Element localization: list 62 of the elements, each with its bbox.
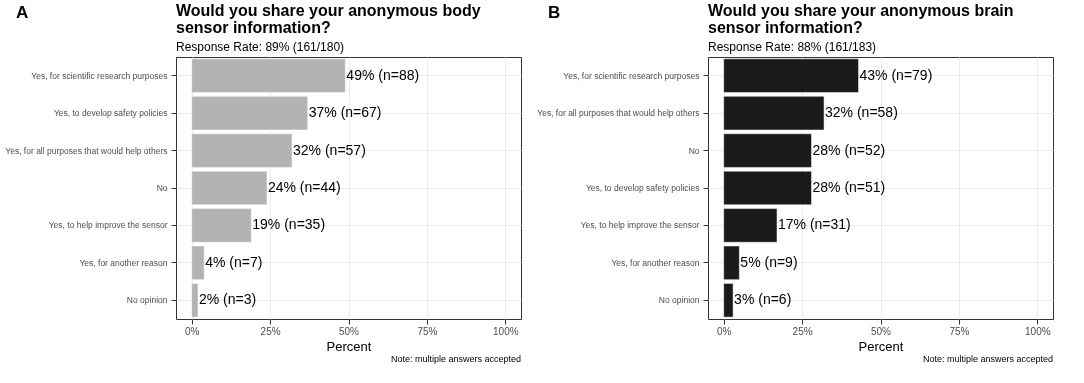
x-tick-label: 25% [260,325,281,337]
bar [723,170,812,206]
data-label: 19% (n=35) [252,216,326,233]
y-tick-label: Yes, to develop safety policies [53,108,168,119]
x-tick-label: 50% [338,325,360,337]
y-tick-label: No [156,183,168,193]
y-tick-label: No [688,145,700,156]
data-label: 3% (n=6) [734,291,792,308]
y-tick-label: Yes, to help improve the sensor [48,220,168,231]
x-tick-label: 0% [184,325,200,337]
x-axis-title: Percent [326,338,372,354]
data-label: 2% (n=3) [198,291,257,308]
data-label: 43% (n=79) [859,66,933,83]
data-label: 32% (n=58) [825,104,898,121]
bar [723,208,778,243]
y-tick-label: Yes, for all purposes that would help others [5,145,168,156]
x-tick-label: 25% [792,325,813,337]
data-label: 37% (n=67) [308,104,382,121]
bar [723,58,859,93]
y-tick-label: Yes, for another reason [79,257,168,268]
bar [723,133,812,168]
bar [191,208,252,243]
data-label: 49% (n=88) [346,66,420,83]
bar [723,283,734,318]
chart-subtitle: Response Rate: 88% (161/183) [708,40,877,54]
y-tick-label: Yes, for all purposes that would help others [537,108,700,119]
bar [191,245,205,280]
x-tick-label: 100% [1025,325,1051,337]
chart-title: Would you share your anonymous body sensor information? [176,2,481,36]
y-tick-label: Yes, for another reason [611,257,700,268]
x-tick-label: 75% [949,325,970,337]
data-label: 17% (n=31) [778,216,851,233]
bar [191,96,308,131]
bar [191,58,346,93]
x-tick-label: 100% [493,325,519,337]
data-label: 32% (n=57) [293,141,366,158]
data-label: 28% (n=51) [812,179,886,195]
data-label: 24% (n=44) [267,179,341,195]
bar [191,133,293,168]
text: Note: multiple answers accepted [922,354,1053,364]
data-label: 5% (n=9) [740,253,798,270]
text: B [548,3,561,22]
chart-title: Would you share your anonymous brain sensor information? [708,2,1014,36]
text: A [16,3,29,22]
bar [723,96,825,131]
bar [191,283,199,318]
y-tick-label: No opinion [658,295,700,306]
y-tick-label: Yes, for scientific research purposes [31,70,168,81]
y-tick-label: Yes, for scientific research purposes [563,70,700,81]
bar [723,245,740,280]
x-tick-label: 0% [716,325,732,337]
x-axis-title: Percent [858,338,904,354]
bar [191,170,268,206]
y-tick-label: Yes, to develop safety policies [585,183,700,193]
text: Note: multiple answers accepted [390,354,521,364]
x-tick-label: 50% [870,325,892,337]
data-label: 28% (n=52) [812,141,886,158]
data-label: 4% (n=7) [205,253,263,270]
y-tick-label: Yes, to help improve the sensor [580,220,700,231]
x-tick-label: 75% [417,325,438,337]
y-tick-label: No opinion [126,295,168,306]
chart-subtitle: Response Rate: 89% (161/180) [176,40,345,54]
